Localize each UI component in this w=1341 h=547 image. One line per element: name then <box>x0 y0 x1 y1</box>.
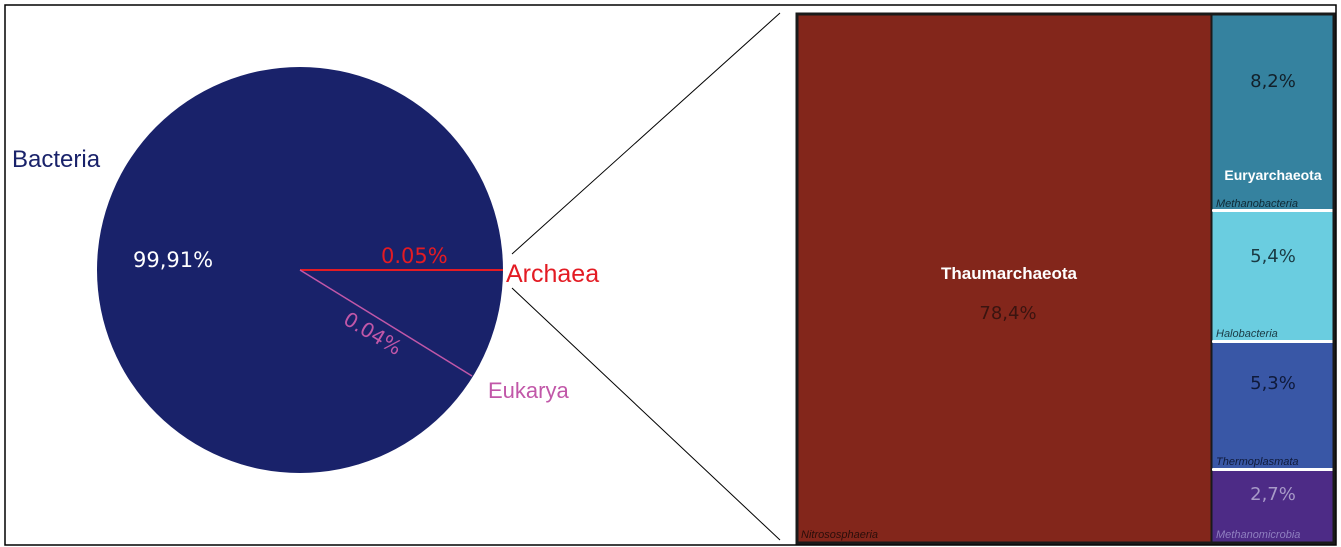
treemap-border <box>795 12 1336 545</box>
class-label-nitrososphaeria: Nitrososphaeria <box>801 529 878 541</box>
treemap-cell-methanobacteria <box>1212 14 1334 209</box>
treemap-cell-methanomicrobia <box>1212 471 1334 543</box>
legend-archaea: Archaea <box>506 260 599 288</box>
treemap-cell-halobacteria <box>1212 212 1334 340</box>
legend-bacteria: Bacteria <box>12 146 101 173</box>
data-label-nitrososphaeria: 78,4% <box>979 303 1036 324</box>
data-label-methanobacteria: 8,2% <box>1250 71 1296 92</box>
pie-chart: Bacteria 99,91% 0.05% Archaea 0.04% Euka… <box>12 67 599 473</box>
treemap-cell-nitrososphaeria <box>797 14 1211 543</box>
data-label-methanomicrobia: 2,7% <box>1250 484 1296 505</box>
data-label-archaea: 0.05% <box>381 244 448 268</box>
zoom-connector-bottom <box>511 287 781 541</box>
class-label-thermoplasmata: Thermoplasmata <box>1216 456 1299 468</box>
class-label-methanomicrobia: Methanomicrobia <box>1216 529 1300 541</box>
class-label-methanobacteria: Methanobacteria <box>1216 198 1298 210</box>
phylum-label-thaumarchaeota: Thaumarchaeota <box>941 264 1078 283</box>
phylum-label-euryarchaeota: Euryarchaeota <box>1224 167 1321 183</box>
pie-slice-eukarya <box>299 269 473 377</box>
data-label-halobacteria: 5,4% <box>1250 246 1296 267</box>
zoom-connector-top <box>511 12 781 255</box>
legend-eukarya: Eukarya <box>488 378 569 403</box>
class-label-halobacteria: Halobacteria <box>1216 328 1278 340</box>
treemap-cell-thermoplasmata <box>1212 343 1334 468</box>
data-label-bacteria: 99,91% <box>133 248 213 272</box>
data-label-thermoplasmata: 5,3% <box>1250 373 1296 394</box>
treemap: Thaumarchaeota 78,4% Nitrososphaeria 8,2… <box>795 12 1336 545</box>
